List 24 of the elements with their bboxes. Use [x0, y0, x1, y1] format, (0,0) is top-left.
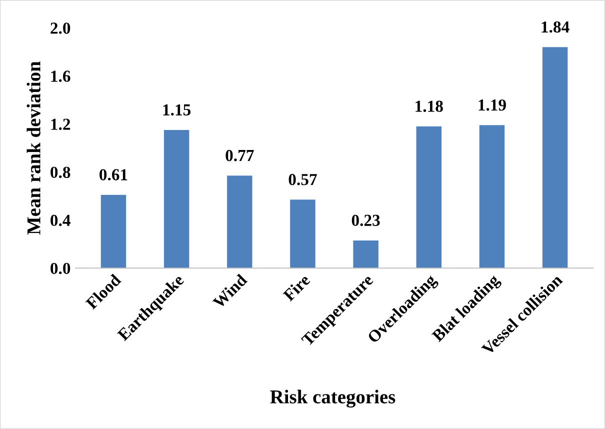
y-tick-label: 2.0 [50, 22, 70, 34]
y-tick-label: 0.8 [50, 166, 70, 178]
y-tick-label: 0.4 [50, 214, 70, 226]
data-label: 1.15 [163, 104, 191, 116]
bar [164, 130, 190, 268]
bar [479, 125, 505, 268]
bar [542, 47, 568, 268]
data-label: 0.61 [100, 169, 128, 180]
data-label: 0.57 [288, 174, 317, 186]
y-axis-title: Mean rank deviation [26, 61, 40, 235]
data-label: 1.19 [478, 99, 506, 111]
y-tick-label: 0.0 [50, 262, 70, 274]
data-label: 1.18 [416, 100, 443, 112]
bar [290, 200, 316, 268]
data-label: 0.23 [352, 214, 380, 226]
bar [100, 194, 126, 268]
bar [227, 176, 252, 268]
bar [416, 126, 442, 268]
y-tick-label: 1.6 [51, 70, 70, 82]
x-axis-title: Risk categories [270, 390, 396, 408]
data-label: 1.84 [542, 21, 570, 33]
bar [353, 240, 378, 268]
data-label: 0.77 [226, 150, 254, 162]
y-tick-label: 1.2 [51, 118, 70, 130]
